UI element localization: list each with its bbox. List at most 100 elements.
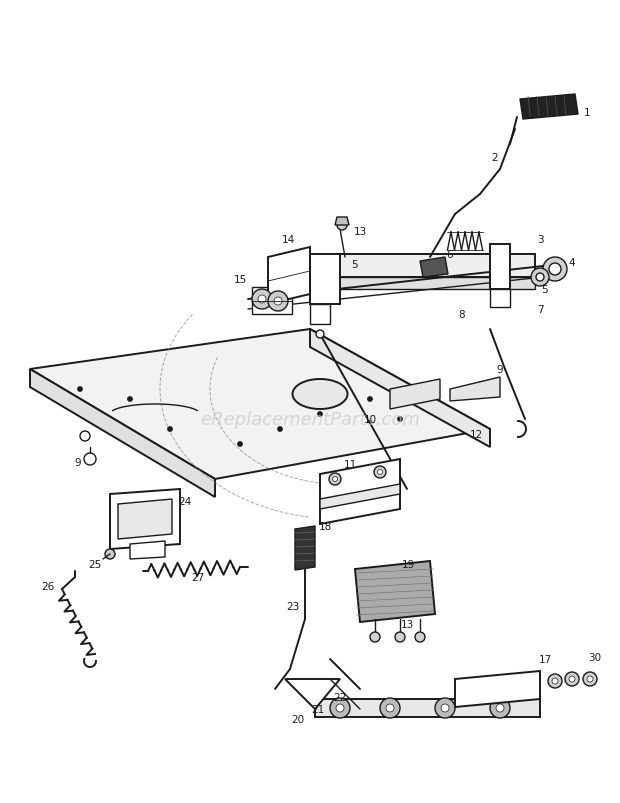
Circle shape (278, 427, 283, 432)
Text: 10: 10 (363, 414, 376, 425)
Text: 4: 4 (569, 258, 575, 267)
Circle shape (549, 263, 561, 275)
Circle shape (397, 417, 402, 422)
Text: 6: 6 (446, 250, 453, 259)
Text: 2: 2 (492, 153, 498, 163)
Polygon shape (110, 489, 180, 549)
Text: 13: 13 (401, 619, 414, 630)
Polygon shape (30, 369, 215, 497)
Polygon shape (420, 258, 448, 278)
Circle shape (536, 274, 544, 282)
Text: 21: 21 (311, 704, 325, 714)
Circle shape (490, 698, 510, 718)
Text: 26: 26 (42, 581, 55, 591)
Polygon shape (310, 304, 330, 324)
Circle shape (395, 632, 405, 642)
Circle shape (587, 676, 593, 683)
Text: 19: 19 (401, 560, 415, 569)
Polygon shape (520, 95, 578, 120)
Polygon shape (280, 255, 535, 278)
Circle shape (374, 467, 386, 479)
Polygon shape (310, 329, 490, 447)
Circle shape (268, 291, 288, 312)
Text: 7: 7 (537, 304, 543, 315)
Text: 17: 17 (538, 654, 552, 664)
Polygon shape (390, 380, 440, 410)
Circle shape (378, 470, 383, 475)
Text: 11: 11 (343, 459, 356, 470)
Text: 18: 18 (319, 521, 332, 532)
Polygon shape (268, 247, 310, 304)
Text: eReplacementParts.com: eReplacementParts.com (200, 410, 420, 429)
Polygon shape (252, 287, 292, 315)
Polygon shape (490, 290, 510, 308)
Circle shape (441, 704, 449, 712)
Circle shape (583, 672, 597, 686)
Text: 25: 25 (89, 560, 102, 569)
Text: 23: 23 (286, 601, 299, 611)
Circle shape (337, 221, 347, 230)
Circle shape (336, 704, 344, 712)
Text: 24: 24 (179, 496, 192, 507)
Circle shape (167, 427, 172, 432)
Text: 20: 20 (291, 714, 304, 724)
Ellipse shape (293, 380, 347, 410)
Polygon shape (310, 255, 340, 304)
Circle shape (415, 632, 425, 642)
Text: 3: 3 (537, 234, 543, 245)
Polygon shape (130, 541, 165, 560)
Text: 12: 12 (469, 430, 482, 439)
Circle shape (380, 698, 400, 718)
Circle shape (548, 675, 562, 688)
Polygon shape (335, 218, 349, 226)
Polygon shape (450, 377, 500, 402)
Text: 5: 5 (352, 259, 358, 270)
Text: 9: 9 (497, 365, 503, 374)
Text: 13: 13 (353, 226, 366, 237)
Circle shape (237, 442, 242, 447)
Text: 5: 5 (542, 284, 548, 295)
Text: 15: 15 (233, 275, 247, 284)
Text: 1: 1 (583, 108, 590, 118)
Circle shape (330, 698, 350, 718)
Circle shape (332, 477, 337, 482)
Text: 30: 30 (588, 652, 601, 662)
Polygon shape (320, 484, 400, 509)
Polygon shape (490, 245, 510, 290)
Circle shape (565, 672, 579, 686)
Circle shape (386, 704, 394, 712)
Circle shape (252, 290, 272, 310)
Polygon shape (355, 561, 435, 622)
Polygon shape (315, 699, 540, 717)
Circle shape (316, 331, 324, 339)
Polygon shape (295, 526, 315, 570)
Text: 22: 22 (334, 692, 347, 702)
Text: 8: 8 (459, 310, 466, 320)
Circle shape (84, 454, 96, 466)
Circle shape (552, 679, 558, 684)
Text: 14: 14 (281, 234, 294, 245)
Polygon shape (30, 329, 490, 479)
Circle shape (80, 431, 90, 442)
Circle shape (569, 676, 575, 683)
Text: 9: 9 (74, 458, 81, 467)
Circle shape (317, 412, 322, 417)
Circle shape (105, 549, 115, 560)
Circle shape (543, 258, 567, 282)
Circle shape (370, 632, 380, 642)
Polygon shape (320, 459, 400, 524)
Polygon shape (118, 499, 172, 540)
Circle shape (274, 298, 282, 306)
Text: 27: 27 (192, 573, 205, 582)
Circle shape (78, 387, 82, 392)
Circle shape (258, 296, 266, 304)
Circle shape (531, 269, 549, 287)
Circle shape (496, 704, 504, 712)
Circle shape (435, 698, 455, 718)
Circle shape (128, 397, 133, 402)
Polygon shape (280, 278, 535, 290)
Polygon shape (285, 679, 340, 709)
Circle shape (368, 397, 373, 402)
Circle shape (329, 474, 341, 485)
Polygon shape (455, 671, 540, 707)
